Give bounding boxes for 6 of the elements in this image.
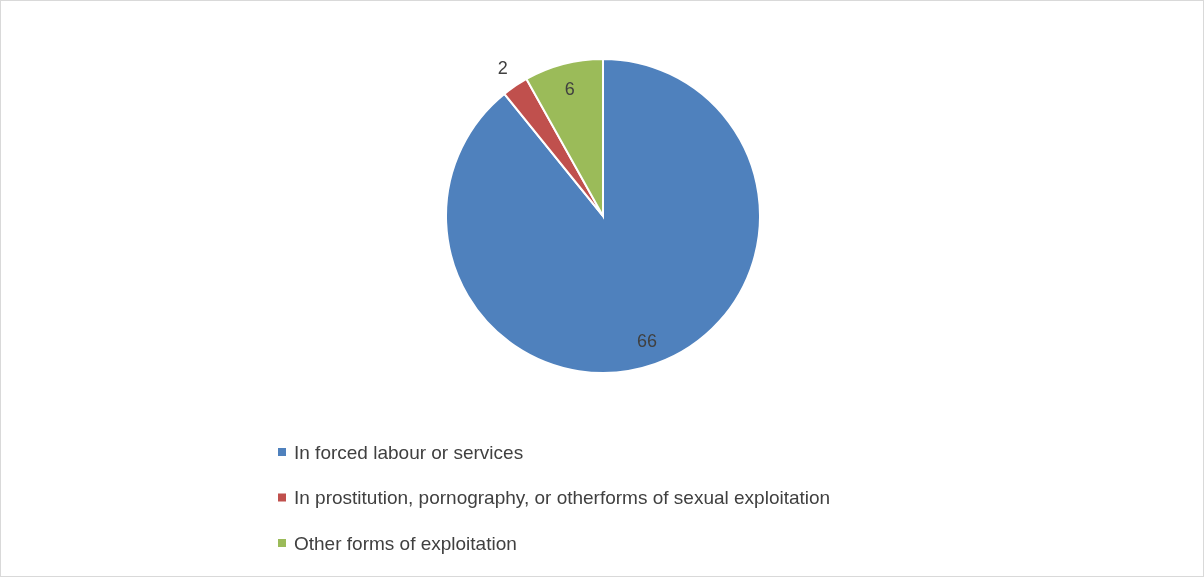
data-label: 6 xyxy=(564,78,575,99)
legend-label: Other forms of exploitation xyxy=(294,532,517,554)
data-label: 2 xyxy=(497,58,508,79)
legend-label: In forced labour or services xyxy=(294,441,524,463)
data-label: 66 xyxy=(636,330,657,351)
legend-label: In prostitution, pornography, or otherforms of sexual exploitation xyxy=(294,487,831,509)
